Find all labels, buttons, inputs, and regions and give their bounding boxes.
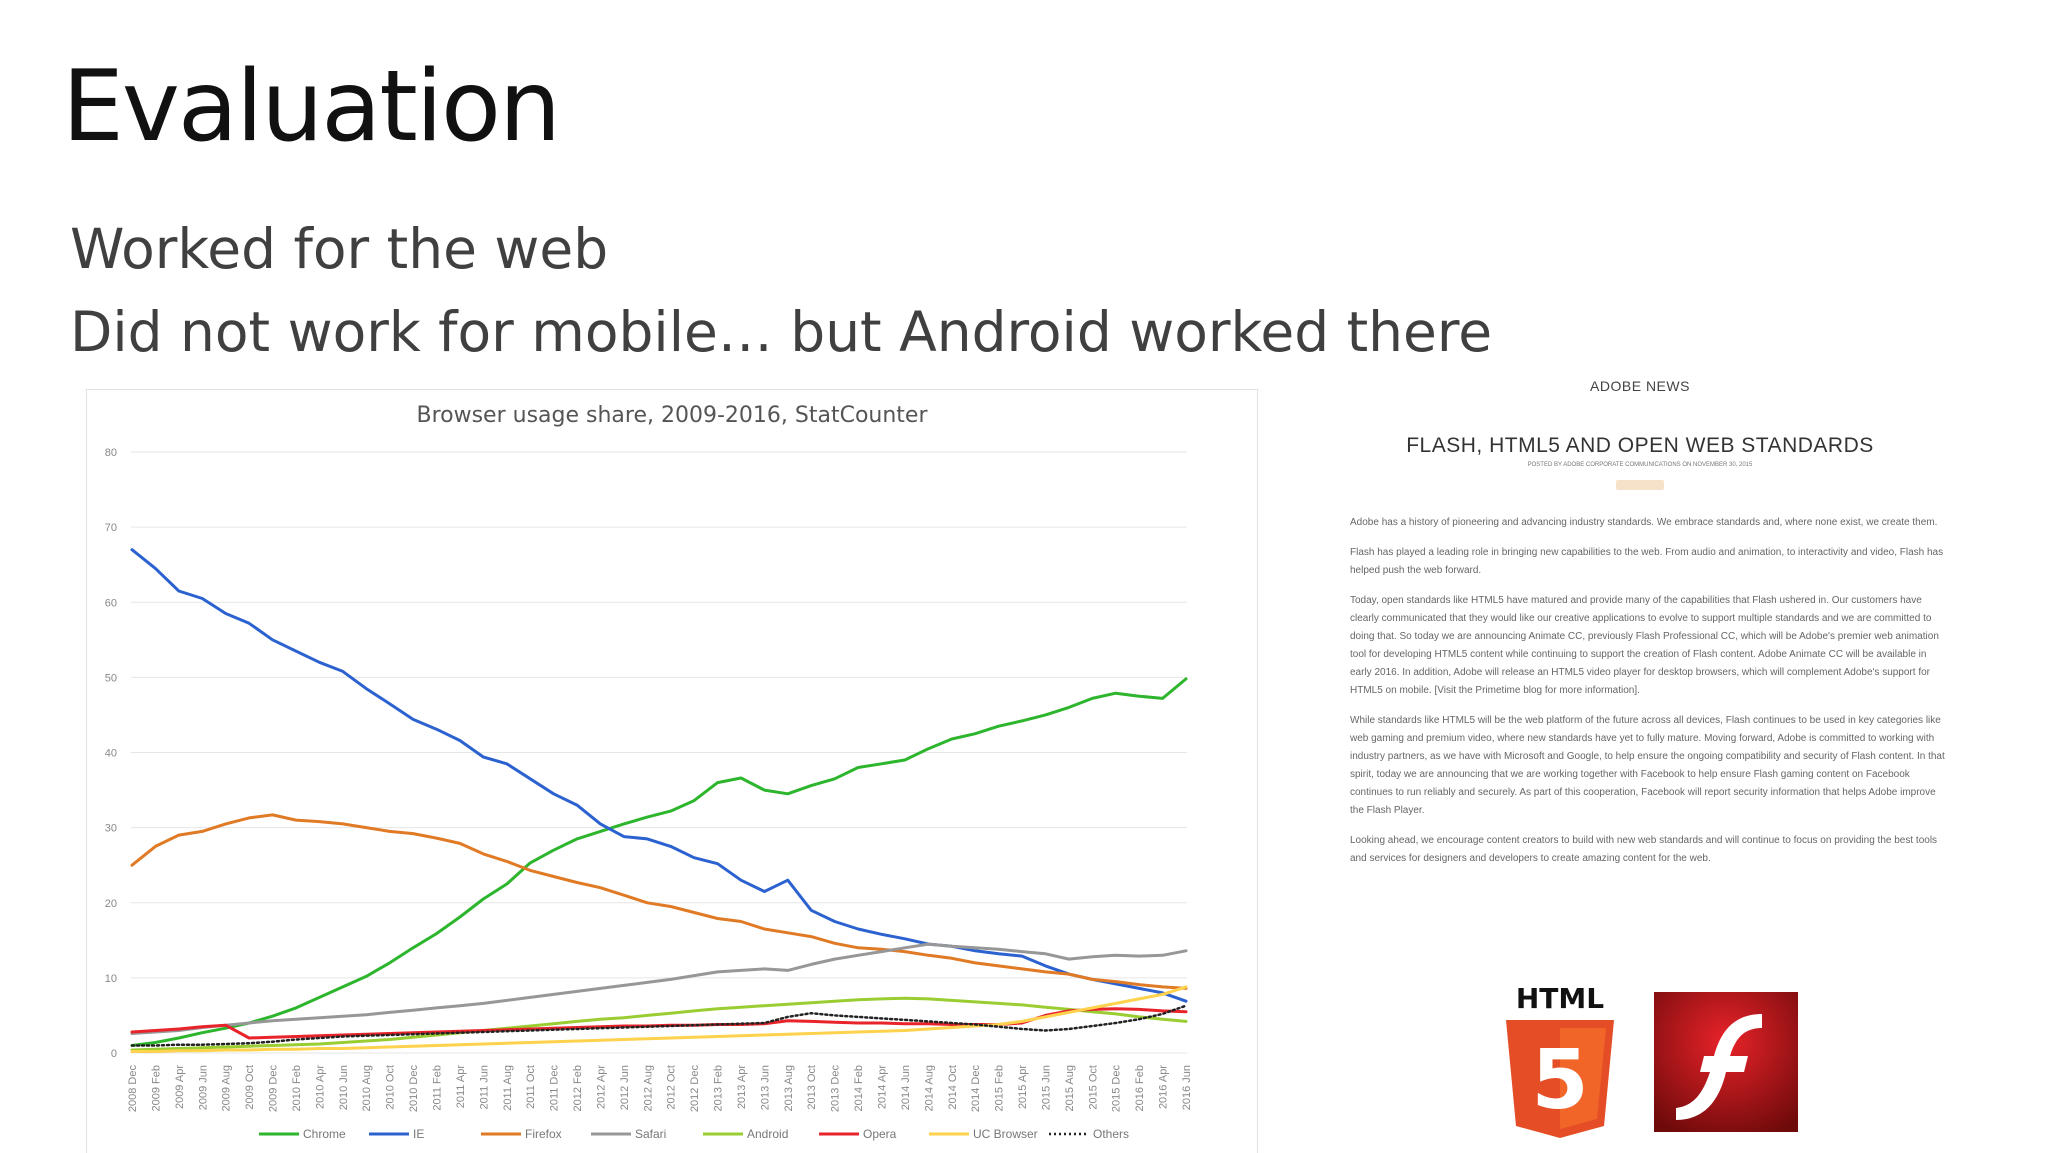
- news-label: ADOBE NEWS: [1590, 378, 1690, 394]
- html5-logo: HTML 5: [1506, 982, 1614, 1138]
- bullet-2: Did not work for mobile… but Android wor…: [70, 300, 1493, 364]
- x-tick-label: 2012 Apr: [595, 1065, 607, 1109]
- x-tick-label: 2010 Aug: [361, 1065, 373, 1112]
- x-tick-label: 2010 Oct: [385, 1065, 397, 1110]
- html5-shield-highlight-icon: [1560, 1028, 1606, 1129]
- legend-label: IE: [413, 1127, 424, 1141]
- y-tick-label: 50: [105, 672, 117, 684]
- flash-logo: [1654, 992, 1798, 1132]
- y-tick-label: 10: [105, 973, 117, 985]
- bullet-1: Worked for the web: [70, 217, 609, 281]
- x-tick-label: 2015 Oct: [1087, 1065, 1099, 1110]
- legend-label: Chrome: [303, 1127, 346, 1141]
- series-line-chrome: [130, 677, 1188, 1047]
- news-byline: POSTED BY ADOBE CORPORATE COMMUNICATIONS…: [1527, 462, 1753, 468]
- series-line-firefox: [130, 813, 1188, 990]
- x-tick-label: 2013 Apr: [736, 1065, 748, 1109]
- x-tick-label: 2011 Apr: [455, 1065, 467, 1109]
- slide-title: Evaluation: [62, 50, 561, 164]
- x-tick-label: 2012 Oct: [666, 1065, 678, 1110]
- series-line-ie: [130, 548, 1188, 1003]
- x-tick-label: 2011 Aug: [502, 1065, 514, 1111]
- x-tick-label: 2014 Aug: [923, 1065, 935, 1112]
- y-tick-label: 20: [105, 898, 117, 910]
- x-tick-label: 2015 Aug: [1064, 1065, 1076, 1112]
- y-tick-label: 40: [105, 748, 117, 760]
- x-tick-label: 2011 Feb: [431, 1065, 443, 1111]
- x-tick-label: 2015 Jun: [1040, 1065, 1052, 1110]
- news-paragraph: Today, open standards like HTML5 have ma…: [1350, 595, 1939, 696]
- news-paragraph: While standards like HTML5 will be the w…: [1350, 715, 1945, 816]
- news-paragraph: Looking ahead, we encourage content crea…: [1350, 835, 1938, 864]
- html5-logo-text: HTML: [1516, 982, 1604, 1015]
- y-tick-label: 60: [105, 597, 117, 609]
- x-tick-label: 2015 Dec: [1111, 1065, 1123, 1113]
- x-tick-label: 2012 Dec: [689, 1065, 701, 1113]
- legend-label: Firefox: [525, 1127, 562, 1141]
- y-tick-label: 80: [105, 447, 117, 459]
- x-tick-label: 2010 Dec: [408, 1065, 420, 1113]
- x-tick-label: 2013 Feb: [713, 1065, 725, 1111]
- x-tick-label: 2013 Jun: [759, 1065, 771, 1110]
- x-tick-label: 2011 Dec: [549, 1065, 561, 1112]
- news-title: FLASH, HTML5 AND OPEN WEB STANDARDS: [1406, 434, 1874, 457]
- series-line-safari: [130, 942, 1188, 1035]
- x-tick-label: 2016 Jun: [1181, 1065, 1193, 1110]
- x-tick-label: 2014 Jun: [900, 1065, 912, 1110]
- x-tick-label: 2015 Feb: [994, 1065, 1006, 1111]
- x-tick-label: 2011 Oct: [525, 1065, 537, 1109]
- x-tick-label: 2012 Jun: [619, 1065, 631, 1110]
- legend-label: Safari: [635, 1127, 666, 1141]
- x-tick-label: 2013 Aug: [783, 1065, 795, 1112]
- x-tick-label: 2013 Dec: [830, 1065, 842, 1113]
- x-tick-label: 2010 Jun: [338, 1065, 350, 1110]
- x-tick-label: 2012 Aug: [642, 1065, 654, 1112]
- x-tick-label: 2010 Feb: [291, 1065, 303, 1111]
- x-tick-label: 2015 Apr: [1017, 1065, 1029, 1109]
- legend-label: Opera: [863, 1127, 897, 1141]
- browser-usage-chart: Browser usage share, 2009-2016, StatCoun…: [86, 389, 1258, 1153]
- series-line-uc-browser: [130, 985, 1188, 1053]
- chart-svg: Browser usage share, 2009-2016, StatCoun…: [105, 403, 1193, 1141]
- x-tick-label: 2009 Oct: [244, 1065, 256, 1110]
- news-paragraph: Adobe has a history of pioneering and ad…: [1350, 517, 1938, 528]
- x-tick-label: 2009 Feb: [150, 1065, 162, 1111]
- x-tick-label: 2016 Feb: [1134, 1065, 1146, 1111]
- x-tick-label: 2012 Feb: [572, 1065, 584, 1111]
- x-tick-label: 2009 Aug: [221, 1065, 233, 1112]
- x-tick-label: 2010 Apr: [314, 1065, 326, 1109]
- x-tick-label: 2011 Jun: [478, 1065, 490, 1109]
- x-tick-label: 2009 Jun: [197, 1065, 209, 1110]
- html5-logo-number: 5: [1531, 1033, 1588, 1128]
- news-tag: [1616, 480, 1664, 490]
- x-tick-label: 2014 Apr: [877, 1065, 889, 1109]
- x-tick-label: 2016 Apr: [1158, 1065, 1170, 1109]
- legend-label: UC Browser: [973, 1127, 1038, 1141]
- x-tick-label: 2013 Oct: [806, 1065, 818, 1110]
- legend-label: Android: [747, 1127, 788, 1141]
- y-tick-label: 0: [111, 1048, 117, 1060]
- news-body: Adobe has a history of pioneering and ad…: [1320, 514, 1960, 868]
- series-line-android: [130, 996, 1188, 1052]
- adobe-news-article: ADOBE NEWS FLASH, HTML5 AND OPEN WEB STA…: [1320, 378, 1960, 880]
- series-line-others: [130, 1004, 1188, 1047]
- flash-f-icon: [1676, 1014, 1762, 1120]
- y-tick-label: 70: [105, 522, 117, 534]
- x-tick-label: 2014 Dec: [970, 1065, 982, 1113]
- news-paragraph: Flash has played a leading role in bring…: [1350, 547, 1944, 576]
- chart-title: Browser usage share, 2009-2016, StatCoun…: [416, 403, 928, 428]
- y-tick-label: 30: [105, 823, 117, 835]
- x-tick-label: 2009 Dec: [268, 1065, 280, 1113]
- x-tick-label: 2014 Feb: [853, 1065, 865, 1111]
- x-tick-label: 2014 Oct: [947, 1065, 959, 1110]
- x-tick-label: 2008 Dec: [127, 1065, 139, 1113]
- legend-label: Others: [1093, 1127, 1129, 1141]
- x-tick-label: 2009 Apr: [174, 1065, 186, 1109]
